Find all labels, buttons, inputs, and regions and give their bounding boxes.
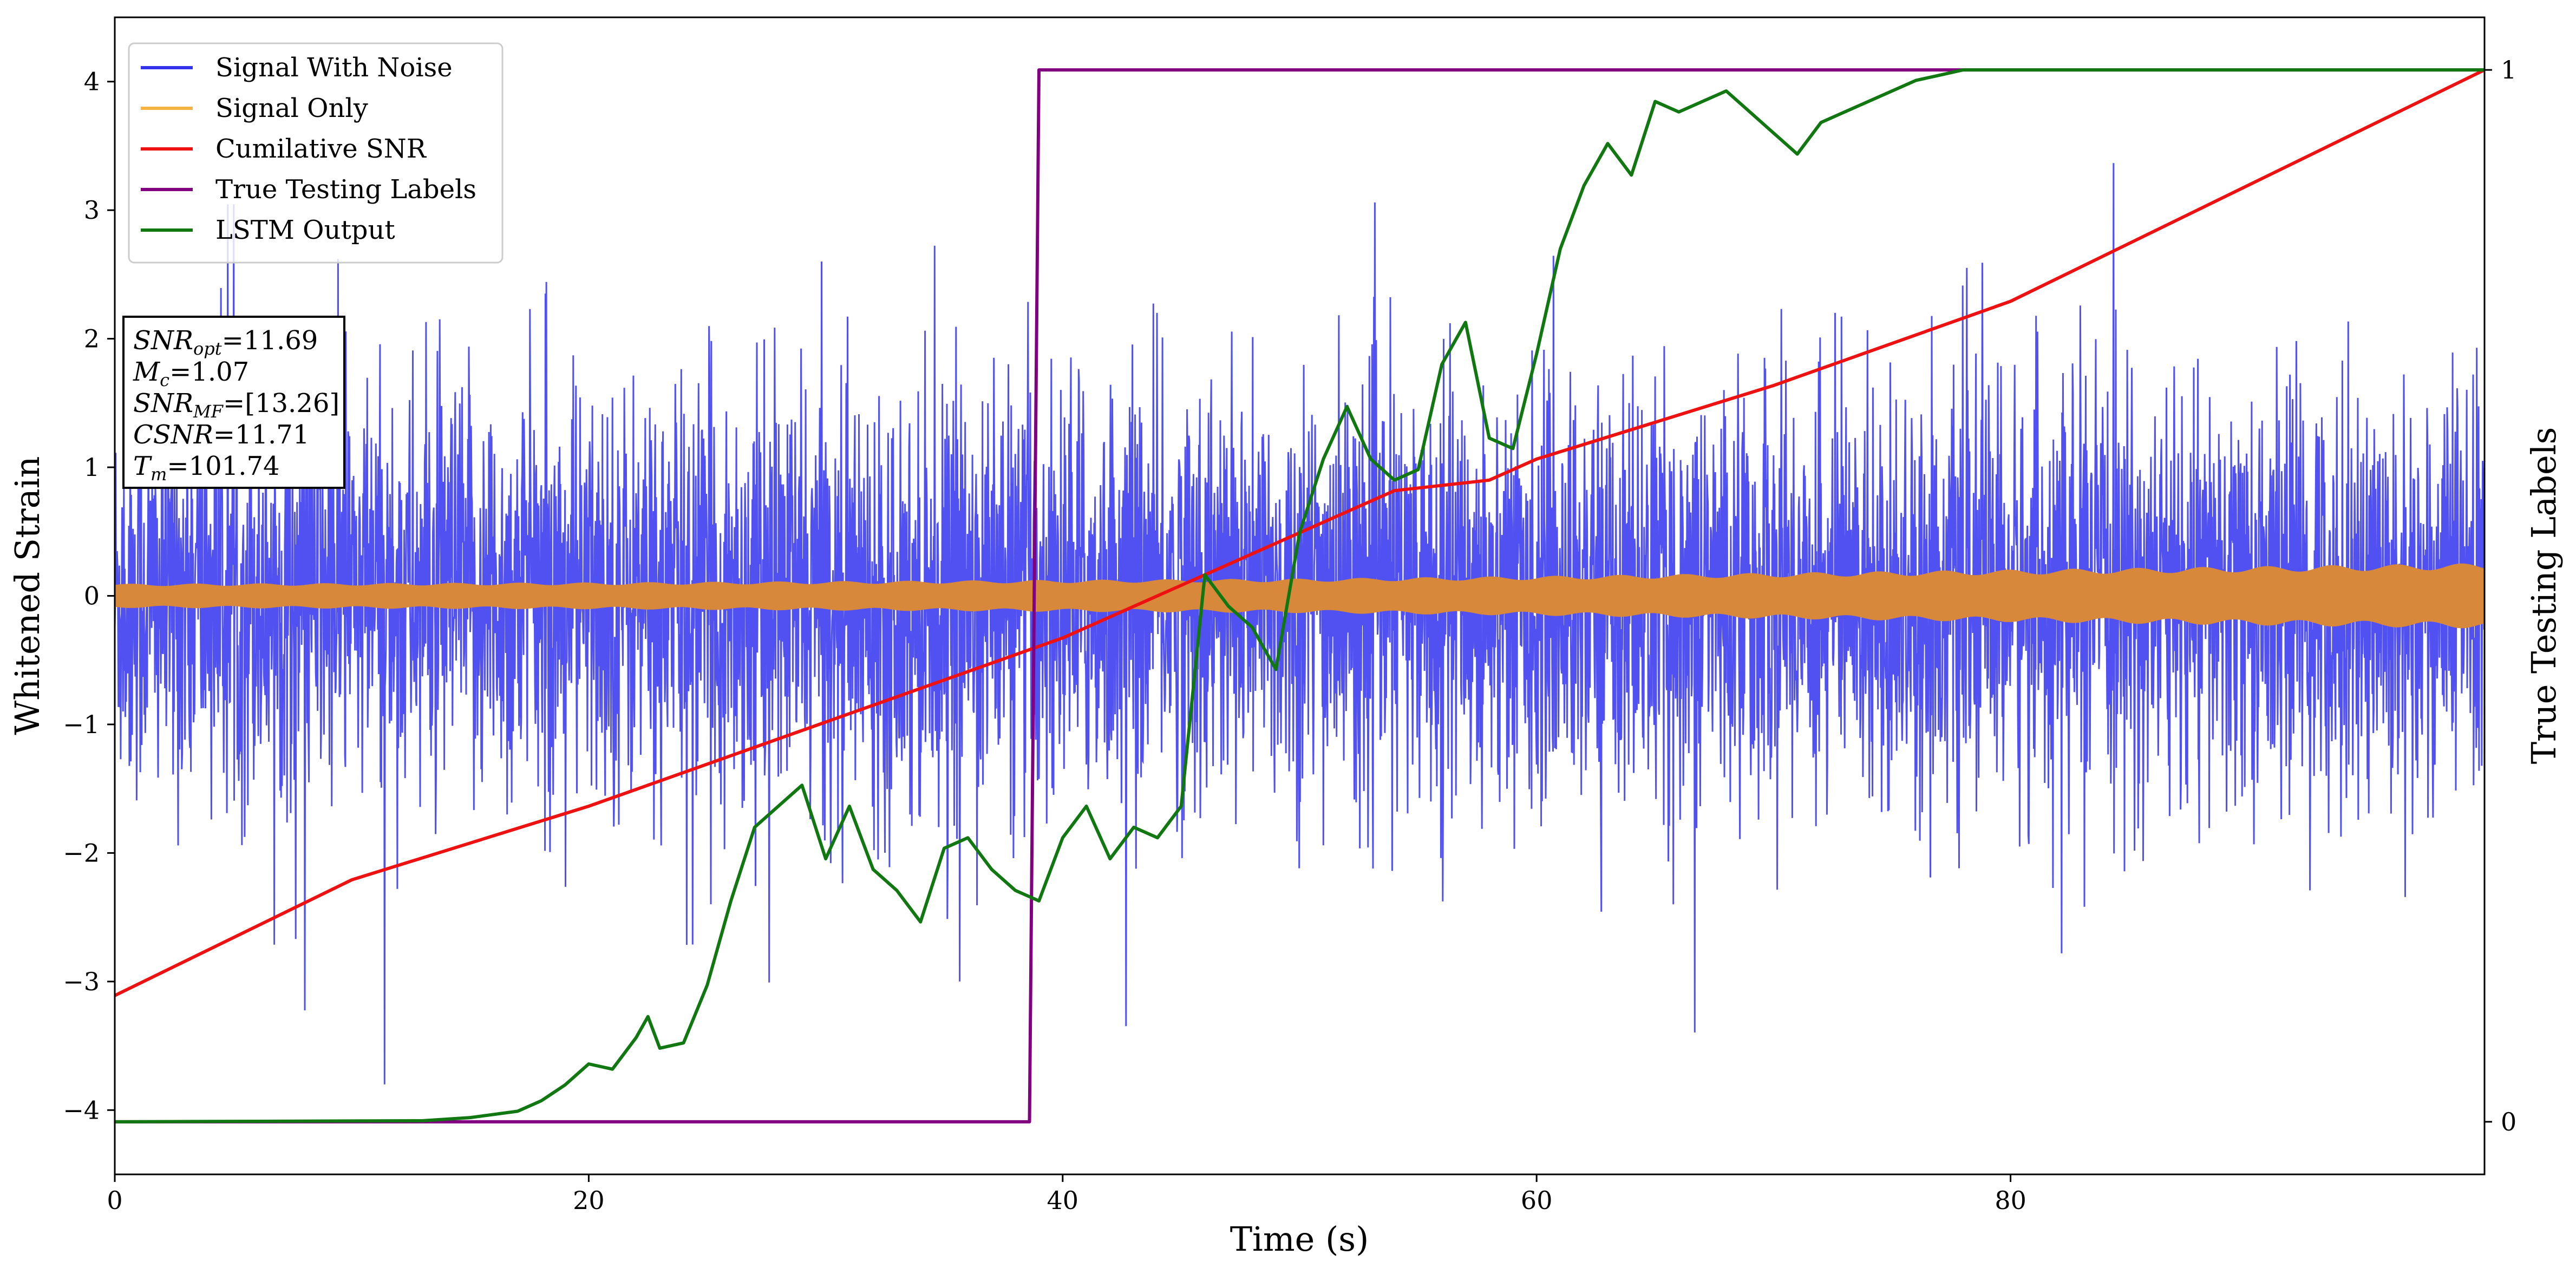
y-tick-label: 2	[84, 324, 100, 354]
x-tick-label: 60	[1521, 1186, 1553, 1215]
legend-item: Cumilative SNR	[215, 134, 427, 164]
y-tick-label: 1	[84, 453, 100, 482]
series-cumulative-snr	[115, 68, 2485, 997]
legend-item: LSTM Output	[215, 215, 395, 245]
y-tick-label: −2	[63, 838, 100, 867]
x-tick-label: 0	[107, 1186, 122, 1215]
x-tick-label: 80	[1995, 1186, 2026, 1215]
legend-item: Signal With Noise	[215, 53, 453, 83]
y-tick-label: 4	[84, 67, 100, 96]
annotation-box: SNRopt=11.69Mc=1.07SNRMF=[13.26]CSNR=11.…	[122, 316, 345, 489]
annotation-line: SNRopt=11.69	[133, 325, 318, 359]
annotation-line: CSNR=11.71	[133, 420, 309, 450]
y-right-tick-label: 1	[2501, 55, 2516, 84]
annotation-line: Mc=1.07	[133, 357, 249, 390]
y-tick-label: −4	[63, 1095, 100, 1125]
y-tick-label: −1	[63, 710, 100, 739]
annotation-frame	[122, 316, 345, 489]
legend-item: Signal Only	[215, 93, 368, 123]
y-right-tick-label: 0	[2501, 1107, 2516, 1136]
annotation-line: Tm=101.74	[133, 451, 280, 485]
series-true-testing-labels	[115, 68, 2485, 1123]
y-tick-label: 3	[84, 195, 100, 225]
y-axis-label: Whitened Strain	[8, 456, 47, 735]
y-tick-label: −3	[63, 967, 100, 996]
series-lstm-output	[115, 68, 2485, 1123]
x-tick-label: 20	[573, 1186, 605, 1215]
series-layer	[115, 68, 2485, 1123]
annotation-line: SNRMF=[13.26]	[133, 388, 339, 422]
legend-item: True Testing Labels	[215, 174, 476, 205]
legend: Signal With Noise Signal Only Cumilative S…	[128, 42, 504, 264]
x-tick-label: 40	[1047, 1186, 1079, 1215]
series-signal-with-noise	[115, 163, 2485, 1084]
y-tick-label: 0	[84, 582, 100, 611]
x-axis-label: Time (s)	[1230, 1219, 1369, 1259]
legend-frame	[128, 42, 504, 264]
series-signal-only	[115, 563, 2485, 629]
y-axis-right-label: True Testing Labels	[2524, 427, 2564, 765]
